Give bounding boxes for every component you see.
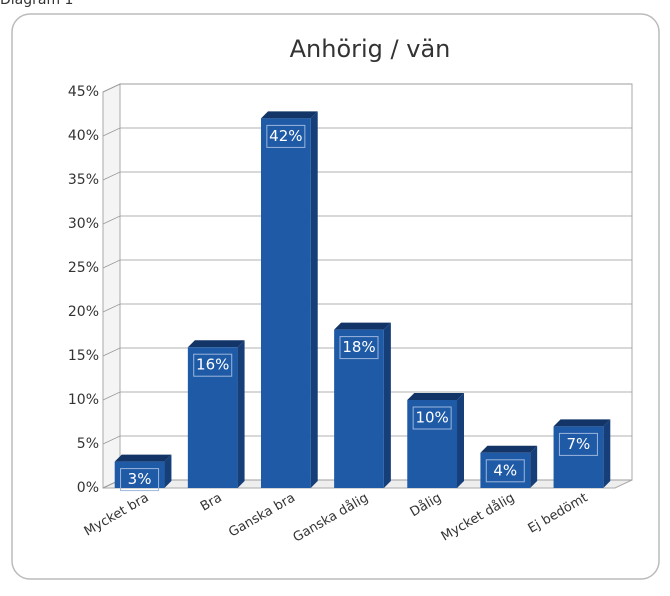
bar-side bbox=[237, 340, 245, 488]
bar-top bbox=[114, 454, 172, 462]
bar-front bbox=[407, 400, 458, 488]
bar bbox=[407, 393, 465, 488]
y-tick-label: 15% bbox=[68, 348, 99, 364]
bar bbox=[260, 111, 318, 489]
value-label: 16% bbox=[196, 356, 229, 374]
bar-top bbox=[334, 322, 391, 330]
value-label: 42% bbox=[269, 127, 302, 145]
grid-line bbox=[102, 127, 632, 137]
value-label-box bbox=[339, 336, 379, 360]
value-label-box bbox=[558, 432, 598, 456]
y-tick-label: 45% bbox=[68, 84, 99, 100]
caption: Diagram 1 bbox=[0, 0, 73, 8]
bar-side bbox=[530, 445, 538, 488]
value-label: 10% bbox=[415, 409, 448, 427]
bar-front bbox=[553, 426, 604, 488]
y-tick-label: 35% bbox=[68, 172, 99, 188]
grid-line bbox=[102, 391, 632, 401]
y-tick-label: 20% bbox=[68, 304, 99, 320]
y-tick-label: 10% bbox=[68, 392, 99, 408]
value-label: 4% bbox=[493, 461, 517, 479]
bar-front bbox=[260, 118, 311, 489]
y-tick-label: 30% bbox=[68, 216, 99, 232]
bar bbox=[480, 445, 538, 488]
bar-top bbox=[480, 445, 538, 453]
bar-front bbox=[187, 347, 238, 488]
value-label-box bbox=[193, 353, 233, 377]
grid-line bbox=[102, 215, 632, 225]
chart-title: Anhörig / vän bbox=[290, 35, 451, 63]
value-label: 7% bbox=[567, 435, 591, 453]
bar-top bbox=[187, 340, 245, 348]
y-tick-label: 40% bbox=[68, 128, 99, 144]
bar-side bbox=[310, 111, 318, 489]
bar bbox=[334, 322, 391, 488]
bar-front bbox=[480, 452, 531, 488]
bar-top bbox=[553, 419, 611, 427]
bar-side bbox=[457, 393, 465, 488]
y-tick-label: 5% bbox=[77, 436, 99, 452]
bar-top bbox=[407, 393, 465, 400]
value-label-box bbox=[120, 468, 160, 492]
side-wall bbox=[102, 83, 121, 489]
bar bbox=[553, 419, 611, 488]
grid-line bbox=[102, 259, 632, 269]
bar-side bbox=[383, 322, 391, 488]
bar-side bbox=[164, 454, 172, 488]
value-label: 3% bbox=[128, 470, 152, 488]
bar bbox=[187, 340, 245, 488]
grid-line bbox=[102, 171, 632, 181]
grid-line bbox=[102, 347, 632, 357]
value-label-box bbox=[412, 406, 452, 430]
value-label-box bbox=[266, 124, 306, 148]
grid-line bbox=[102, 83, 632, 93]
grid-line bbox=[102, 303, 632, 313]
value-label: 18% bbox=[342, 338, 375, 356]
value-label-box bbox=[485, 459, 525, 483]
bar-top bbox=[260, 111, 318, 119]
bar-front bbox=[334, 329, 384, 488]
bar-side bbox=[603, 419, 611, 488]
y-tick-label: 25% bbox=[68, 260, 99, 276]
y-tick-label: 0% bbox=[77, 480, 99, 496]
